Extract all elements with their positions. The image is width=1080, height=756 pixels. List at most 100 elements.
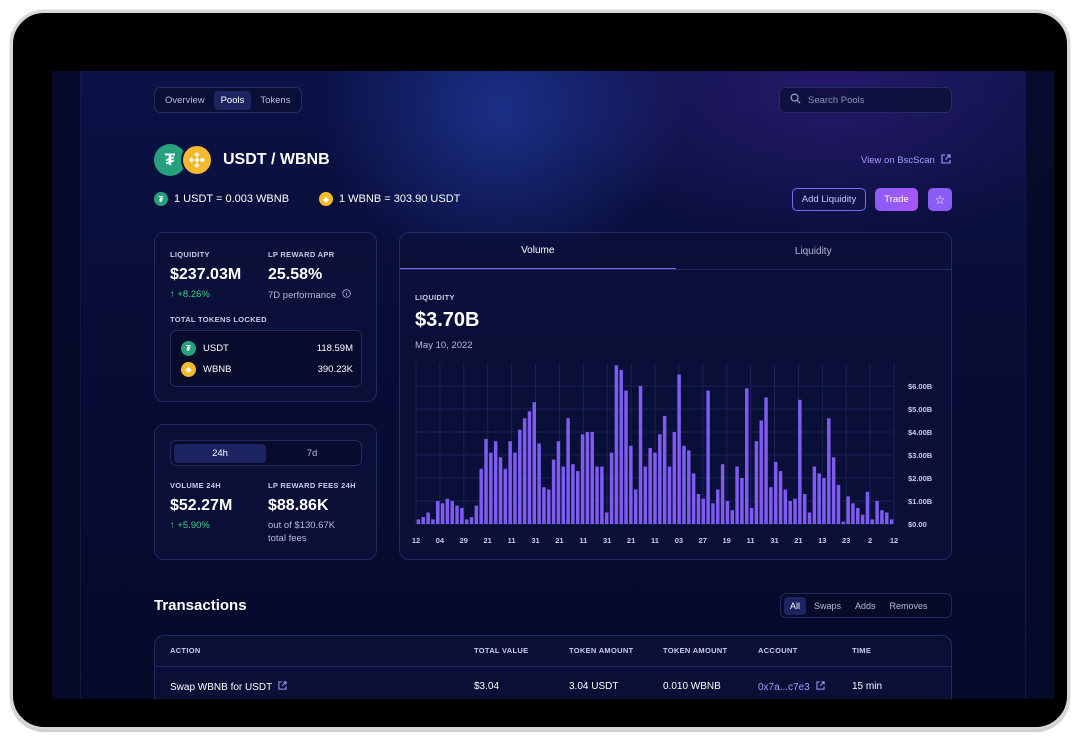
chart-bar[interactable] — [720, 464, 725, 524]
chart-bar[interactable] — [745, 388, 749, 524]
chart-bar[interactable] — [518, 429, 522, 524]
view-on-bscscan-link[interactable]: View on BscScan — [861, 154, 951, 167]
chart-bar[interactable] — [469, 517, 474, 524]
chart-bar[interactable] — [793, 498, 797, 524]
chart-bar[interactable] — [556, 441, 561, 524]
chart-bar[interactable] — [426, 512, 430, 525]
chart-bar[interactable] — [856, 507, 860, 524]
chart-bar[interactable] — [817, 473, 821, 524]
chart-bar[interactable] — [759, 420, 763, 525]
chart-bar[interactable] — [788, 501, 792, 524]
chart-bar[interactable] — [667, 466, 672, 525]
tab-liquidity[interactable]: Liquidity — [794, 245, 832, 257]
chart-bar[interactable] — [812, 466, 817, 525]
chart-bar[interactable] — [764, 397, 768, 525]
chart-bar[interactable] — [773, 461, 778, 524]
chart-bar[interactable] — [498, 457, 503, 524]
chart-bar[interactable] — [653, 452, 657, 524]
chart-bar[interactable] — [580, 434, 585, 524]
chart-bar[interactable] — [716, 489, 720, 525]
chart-bar[interactable] — [682, 445, 686, 524]
chart-bar[interactable] — [503, 468, 508, 524]
chart-bar[interactable] — [522, 418, 527, 524]
chart-bar[interactable] — [865, 491, 870, 524]
chart-bar[interactable] — [431, 519, 435, 524]
chart-bar[interactable] — [658, 434, 662, 524]
chart-bar[interactable] — [846, 496, 850, 524]
chart-bar[interactable] — [527, 411, 532, 524]
chart-bar[interactable] — [532, 402, 537, 524]
chart-bar[interactable] — [802, 494, 807, 524]
favorite-button[interactable]: ☆ — [928, 188, 952, 211]
chart-bar[interactable] — [460, 507, 464, 524]
chart-bar[interactable] — [687, 450, 691, 524]
chart-bar[interactable] — [875, 501, 879, 524]
chart-bar[interactable] — [822, 478, 826, 524]
chart-bar[interactable] — [860, 514, 865, 524]
chart-bar[interactable] — [841, 521, 846, 524]
chart-bar[interactable] — [851, 503, 855, 524]
chart-bar[interactable] — [778, 471, 783, 524]
chart-bar[interactable] — [783, 489, 788, 525]
chart-bar[interactable] — [827, 418, 831, 524]
chart-bar[interactable] — [740, 478, 744, 524]
info-icon[interactable] — [342, 289, 351, 301]
chart-bar[interactable] — [619, 369, 623, 524]
chart-bar[interactable] — [474, 505, 479, 524]
chart-bar[interactable] — [696, 494, 701, 524]
chart-bar[interactable] — [604, 512, 609, 525]
chart-bar[interactable] — [643, 466, 648, 525]
tx-account-link[interactable]: 0x7a...c7e3 — [758, 681, 825, 693]
chart-bar[interactable] — [880, 510, 884, 524]
chart-bar[interactable] — [416, 519, 421, 524]
chart-bar[interactable] — [493, 441, 498, 524]
chart-bar[interactable] — [576, 471, 580, 524]
chart-bar[interactable] — [551, 459, 556, 524]
tab-volume[interactable]: Volume — [400, 233, 676, 269]
filter-swaps[interactable]: Swaps — [814, 600, 842, 611]
chart-bar[interactable] — [440, 503, 445, 524]
chart-bar[interactable] — [590, 432, 594, 524]
period-24h[interactable]: 24h — [174, 443, 266, 463]
chart-bar[interactable] — [836, 484, 841, 524]
chart-bar[interactable] — [735, 466, 739, 525]
chart-bar[interactable] — [508, 441, 512, 524]
chart-bar[interactable] — [633, 489, 638, 525]
chart-bar[interactable] — [648, 448, 652, 524]
search-input[interactable] — [808, 94, 938, 106]
filter-removes[interactable]: Removes — [889, 600, 928, 611]
chart-bar[interactable] — [585, 432, 590, 524]
chart-bar[interactable] — [701, 498, 706, 524]
chart-bar[interactable] — [542, 487, 546, 524]
chart-bar[interactable] — [571, 464, 575, 524]
chart-bar[interactable] — [450, 501, 454, 524]
chart-bar[interactable] — [624, 390, 628, 524]
chart-bar[interactable] — [629, 445, 633, 524]
chart-bar[interactable] — [421, 517, 425, 524]
chart-bar[interactable] — [769, 487, 773, 524]
chart-bar[interactable] — [749, 507, 754, 524]
chart-bar[interactable] — [691, 473, 696, 524]
chart-bar[interactable] — [561, 466, 565, 525]
chart-bar[interactable] — [489, 452, 493, 524]
chart-bar[interactable] — [662, 415, 667, 524]
chart-bar[interactable] — [831, 457, 836, 524]
tab-tokens[interactable]: Tokens — [260, 94, 291, 106]
chart-bar[interactable] — [725, 501, 730, 524]
chart-bar[interactable] — [614, 365, 619, 524]
chart-bar[interactable] — [595, 466, 599, 525]
chart-bar[interactable] — [547, 489, 551, 525]
chart-bar[interactable] — [754, 441, 759, 524]
search-box[interactable] — [779, 87, 952, 113]
chart-bar[interactable] — [706, 390, 710, 524]
tab-overview[interactable]: Overview — [165, 94, 205, 106]
chart-bar[interactable] — [455, 505, 459, 524]
chart-bar[interactable] — [464, 519, 469, 524]
chart-bar[interactable] — [870, 519, 875, 524]
chart-bar[interactable] — [711, 503, 715, 524]
chart-bar[interactable] — [677, 374, 681, 525]
chart-bar[interactable] — [730, 510, 734, 524]
tab-pools[interactable]: Pools — [213, 90, 252, 110]
add-liquidity-button[interactable]: Add Liquidity — [792, 188, 866, 211]
chart-bar[interactable] — [537, 443, 541, 525]
